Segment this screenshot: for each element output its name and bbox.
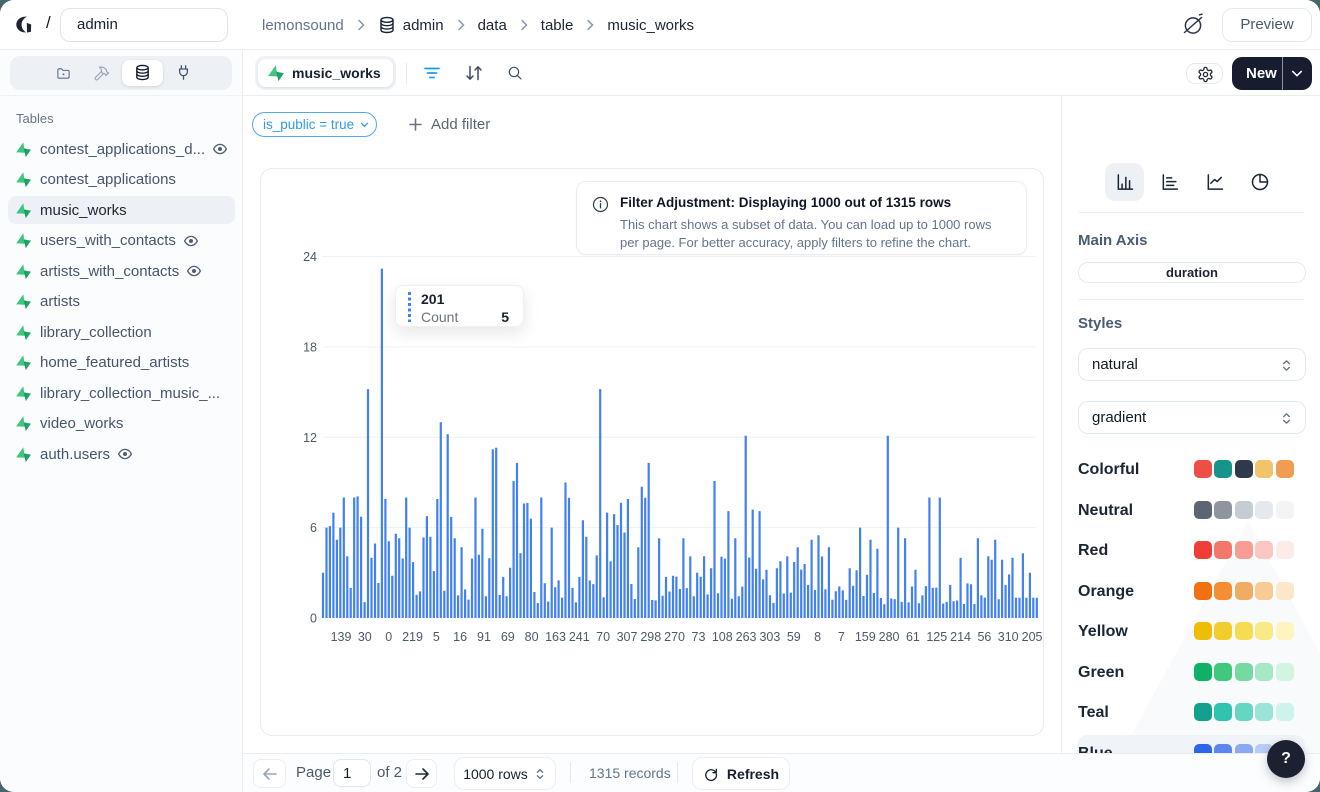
svg-text:139: 139 (331, 630, 352, 644)
svg-text:70: 70 (596, 630, 610, 644)
svg-text:8: 8 (814, 630, 821, 644)
svg-text:159: 159 (855, 630, 876, 644)
svg-text:219: 219 (402, 630, 423, 644)
svg-text:73: 73 (692, 630, 706, 644)
svg-text:91: 91 (477, 630, 491, 644)
svg-text:108: 108 (712, 630, 733, 644)
svg-text:214: 214 (950, 630, 971, 644)
svg-text:12: 12 (303, 431, 317, 445)
svg-text:205: 205 (1022, 630, 1043, 644)
svg-text:59: 59 (787, 630, 801, 644)
svg-text:270: 270 (664, 630, 685, 644)
svg-text:16: 16 (453, 630, 467, 644)
svg-text:5: 5 (433, 630, 440, 644)
svg-text:30: 30 (358, 630, 372, 644)
svg-text:69: 69 (501, 630, 515, 644)
svg-text:303: 303 (759, 630, 780, 644)
svg-text:298: 298 (640, 630, 661, 644)
svg-text:307: 307 (617, 630, 638, 644)
svg-text:24: 24 (303, 250, 317, 264)
svg-text:80: 80 (525, 630, 539, 644)
svg-text:61: 61 (906, 630, 920, 644)
svg-text:0: 0 (385, 630, 392, 644)
svg-text:6: 6 (310, 521, 317, 535)
svg-text:241: 241 (569, 630, 590, 644)
svg-text:7: 7 (838, 630, 845, 644)
svg-text:310: 310 (998, 630, 1019, 644)
svg-text:280: 280 (879, 630, 900, 644)
svg-text:263: 263 (736, 630, 757, 644)
svg-text:163: 163 (545, 630, 566, 644)
svg-text:0: 0 (310, 612, 317, 626)
svg-text:125: 125 (926, 630, 947, 644)
svg-text:18: 18 (303, 340, 317, 354)
svg-text:56: 56 (977, 630, 991, 644)
